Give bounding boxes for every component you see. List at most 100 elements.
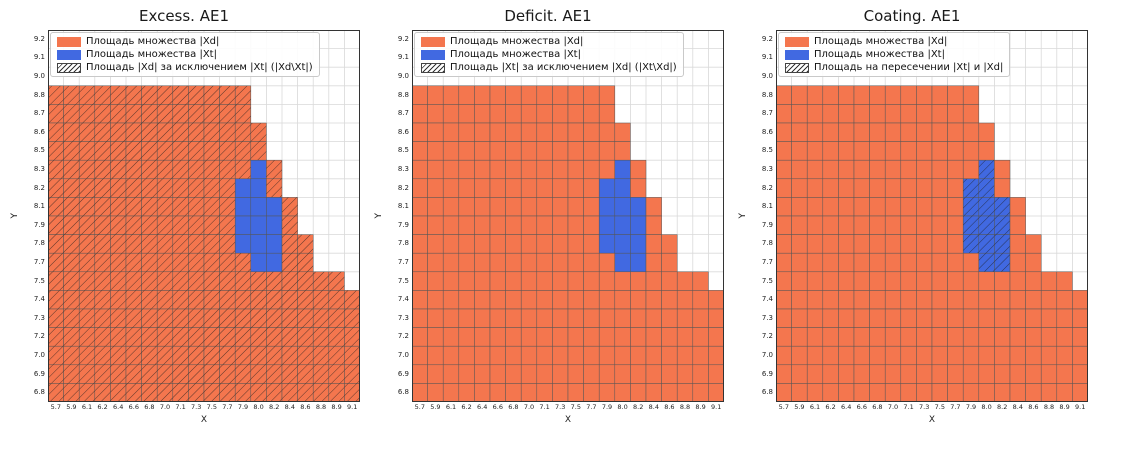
y-tick: 9.1 (761, 53, 773, 62)
y-tick: 8.3 (33, 165, 45, 173)
x-tick: 5.7 (50, 403, 61, 411)
x-tick: 6.4 (113, 403, 124, 411)
y-tick: 7.2 (397, 332, 409, 341)
x-tick: 7.7 (586, 403, 597, 411)
x-tick: 6.6 (492, 403, 503, 411)
legend-item: Площадь множества |Xd| (421, 36, 677, 47)
y-tick: 7.7 (761, 258, 773, 266)
x-tick: 8.8 (679, 403, 691, 411)
x-axis-label: X (928, 415, 936, 425)
y-tick: 9.2 (397, 34, 409, 43)
y-tick: 6.8 (397, 388, 409, 397)
legend-label: Площадь множества |Xt| (450, 49, 581, 60)
legend: Площадь множества |Xd| Площадь множества… (414, 32, 684, 77)
y-tick: 7.9 (33, 220, 45, 229)
legend-item: Площадь на пересечении |Xt| и |Xd| (785, 62, 1003, 73)
x-tick: 9.1 (711, 403, 722, 411)
x-tick: 5.9 (66, 403, 77, 411)
y-tick: 7.2 (33, 332, 45, 341)
chart-title: Deficit. AE1 (504, 7, 592, 25)
y-tick: 8.6 (397, 127, 409, 136)
y-tick: 7.5 (397, 276, 409, 285)
legend-label: Площадь множества |Xt| (86, 49, 217, 60)
y-tick: 8.2 (33, 183, 45, 192)
x-tick: 8.0 (617, 403, 628, 411)
x-tick: 6.2 (461, 403, 472, 411)
y-tick: 8.2 (397, 183, 409, 192)
x-tick: 6.4 (841, 403, 852, 411)
x-tick: 7.3 (555, 403, 566, 411)
x-tick: 7.9 (601, 403, 613, 411)
x-tick: 8.8 (315, 403, 327, 411)
legend-item: Площадь множества |Xt| (421, 49, 677, 60)
y-tick: 7.2 (761, 332, 773, 341)
y-tick: 8.8 (761, 90, 773, 99)
x-tick-labels: 5.7 5.9 6.1 6.2 6.4 6.6 6.8 7.0 7.1 7.3 7.5 7.7 7.9 8… (776, 402, 1088, 415)
y-tick: 7.8 (761, 239, 773, 248)
y-tick: 6.8 (761, 388, 773, 397)
grid-plot (48, 30, 360, 402)
x-tick: 7.0 (159, 403, 171, 411)
y-tick: 7.8 (33, 239, 45, 248)
x-tick: 6.4 (477, 403, 488, 411)
legend-label: Площадь множества |Xd| (450, 36, 584, 47)
plot-area: Площадь множества |Xd| Площадь множества… (48, 30, 360, 402)
y-tick: 7.3 (761, 313, 773, 322)
blue-patch-swatch (421, 49, 445, 60)
orange-patch-swatch (57, 36, 81, 47)
y-tick: 8.1 (397, 202, 409, 211)
x-tick: 8.4 (648, 403, 659, 411)
y-tick: 8.7 (761, 109, 773, 118)
y-tick: 9.2 (761, 34, 773, 43)
grid-plot (776, 30, 1088, 402)
y-tick: 7.0 (33, 351, 45, 359)
legend-item: Площадь множества |Xt| (785, 49, 1003, 60)
x-tick: 6.6 (856, 403, 867, 411)
grid-plot (412, 30, 724, 402)
y-tick: 6.9 (761, 369, 773, 378)
x-tick: 7.7 (222, 403, 233, 411)
x-tick: 8.4 (1012, 403, 1023, 411)
y-tick: 8.6 (761, 127, 773, 136)
y-tick: 9.0 (397, 72, 409, 80)
x-tick: 8.9 (695, 403, 706, 411)
legend-label: Площадь |Xd| за исключением |Xt| (|Xd\Xt… (86, 62, 313, 73)
legend: Площадь множества |Xd| Площадь множества… (778, 32, 1011, 77)
y-tick: 9.1 (33, 53, 45, 62)
y-tick: 8.1 (761, 202, 773, 211)
x-tick: 8.6 (1028, 403, 1039, 411)
legend-label: Площадь множества |Xt| (814, 49, 945, 60)
x-tick: 7.3 (191, 403, 202, 411)
y-tick: 7.4 (761, 295, 773, 304)
x-tick: 6.2 (97, 403, 108, 411)
y-tick: 8.7 (397, 109, 409, 118)
y-tick: 7.7 (33, 258, 45, 266)
x-tick: 8.4 (284, 403, 295, 411)
x-tick: 7.0 (887, 403, 899, 411)
x-tick: 8.6 (664, 403, 675, 411)
y-tick: 8.3 (397, 165, 409, 173)
chart-panel-excess: Excess. AE1 Y 9.2 9.1 9.0 8.8 8.7 8.6 8.5 8.3 8.… (8, 4, 360, 430)
y-tick-labels: 9.2 9.1 9.0 8.8 8.7 8.6 8.5 8.3 8.2 8.1 7.9 7.8 7.7 7… (750, 30, 776, 402)
y-tick: 8.5 (761, 146, 773, 155)
hatch-patch-swatch (57, 62, 81, 73)
x-tick: 7.7 (950, 403, 961, 411)
y-tick: 9.0 (761, 72, 773, 80)
x-tick: 8.9 (1059, 403, 1070, 411)
x-tick: 7.1 (903, 403, 914, 411)
legend-item: Площадь множества |Xt| (57, 49, 313, 60)
y-tick: 7.3 (33, 313, 45, 322)
chart-title: Coating. AE1 (863, 7, 961, 25)
chart-panel-deficit: Deficit. AE1 Y 9.2 9.1 9.0 8.8 8.7 8.6 8.5 8.3 8… (372, 4, 724, 430)
y-tick: 8.8 (397, 90, 409, 99)
y-tick: 7.4 (33, 295, 45, 304)
x-tick: 6.6 (128, 403, 139, 411)
y-tick: 8.1 (33, 202, 45, 211)
legend: Площадь множества |Xd| Площадь множества… (50, 32, 320, 77)
x-tick: 6.8 (872, 403, 883, 411)
legend-item: Площадь множества |Xd| (785, 36, 1003, 47)
y-tick: 7.7 (397, 258, 409, 266)
x-tick: 5.7 (414, 403, 425, 411)
x-tick: 8.8 (1043, 403, 1055, 411)
figure: Excess. AE1 Y 9.2 9.1 9.0 8.8 8.7 8.6 8.5 8.3 8.… (8, 4, 1088, 430)
